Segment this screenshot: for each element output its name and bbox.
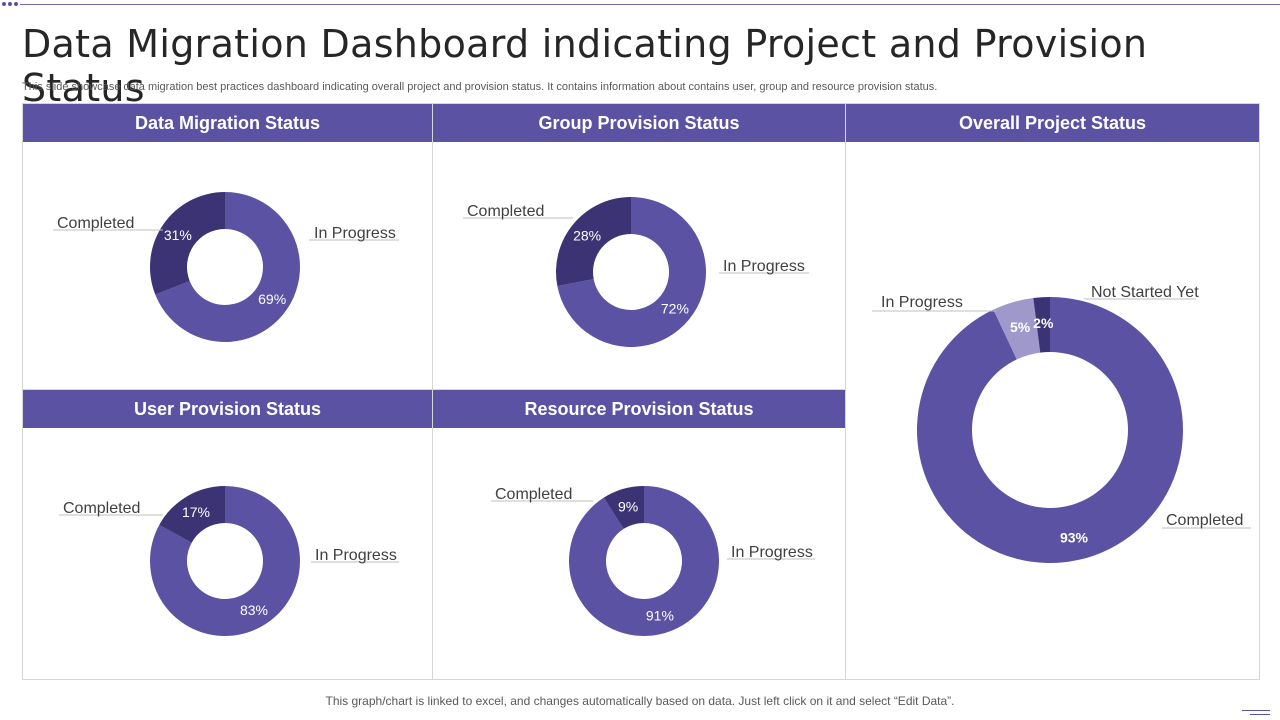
category-label-completed: Completed [63, 500, 140, 517]
footer-note: This graph/chart is linked to excel, and… [325, 694, 955, 708]
donut-slice-completed [603, 486, 644, 529]
data-label-completed: 93% [1060, 529, 1089, 545]
donut-slice-in-progress [557, 197, 706, 347]
data-label-in-progress: 91% [646, 608, 674, 624]
panel-header-data-migration: Data Migration Status [23, 104, 432, 142]
category-label-in-progress: In Progress [315, 547, 397, 564]
panel-resource-provision-status: Resource Provision Status 91% 9% In Progre… [432, 389, 846, 680]
panel-header-user-provision: User Provision Status [23, 390, 432, 428]
category-label-in-progress: In Progress [731, 544, 813, 561]
category-label-in-progress: In Progress [881, 294, 963, 311]
category-label-in-progress: In Progress [314, 225, 396, 242]
data-label-in-progress: 72% [661, 300, 689, 316]
category-label-completed: Completed [1166, 512, 1243, 529]
category-label-in-progress: In Progress [723, 258, 805, 275]
top-rule [20, 4, 1280, 5]
corner-decoration [1242, 708, 1270, 716]
data-label-completed: 31% [164, 227, 192, 243]
panel-header-resource-provision: Resource Provision Status [433, 390, 845, 428]
data-label-completed: 17% [182, 504, 210, 520]
donut-chart-overall-project: 93% 5% 2% Completed In Progress Not Started Y… [872, 284, 1251, 563]
panel-group-provision-status: Group Provision Status 72% 28% In Progress… [432, 103, 846, 390]
panel-overall-project-status: Overall Project Status 93% 5% 2% Completed I… [845, 103, 1260, 680]
donut-slice-completed [917, 297, 1183, 563]
category-label-completed: Completed [495, 486, 572, 503]
donut-slice-in-progress [155, 192, 300, 342]
data-label-in-progress: 5% [1010, 319, 1031, 335]
category-label-completed: Completed [467, 203, 544, 220]
page-subtitle: This slide showcase data migration best … [22, 81, 938, 93]
donut-slice-completed [159, 486, 225, 543]
category-label-not-started-yet: Not Started Yet [1091, 284, 1199, 301]
donut-chart-data-migration: 69% 31% In Progress Completed [53, 192, 399, 342]
panel-header-group-provision: Group Provision Status [433, 104, 845, 142]
panel-data-migration-status: Data Migration Status 69% 31% In Progress C… [22, 103, 433, 390]
donut-chart-resource-provision: 91% 9% In Progress Completed [491, 486, 815, 636]
donut-slice-completed [556, 197, 631, 287]
data-label-in-progress: 69% [258, 291, 286, 307]
data-label-completed: 28% [573, 228, 601, 244]
page-title: Data Migration Dashboard indicating Proj… [22, 22, 1148, 110]
data-label-not-started-yet: 2% [1033, 315, 1054, 331]
donut-chart-user-provision: 83% 17% In Progress Completed [59, 486, 399, 636]
donut-slice-in-progress [150, 486, 300, 636]
data-label-completed: 9% [618, 498, 638, 514]
donut-chart-group-provision: 72% 28% In Progress Completed [463, 197, 809, 347]
donut-slice-completed [150, 192, 225, 295]
donut-slice-in-progress [993, 298, 1041, 360]
panel-user-provision-status: User Provision Status 83% 17% In Progress C… [22, 389, 433, 680]
donut-slice-in-progress [569, 486, 719, 636]
panel-header-overall-project: Overall Project Status [846, 104, 1259, 142]
slide-dots-decoration [2, 1, 20, 7]
category-label-completed: Completed [57, 215, 134, 232]
data-label-in-progress: 83% [240, 602, 268, 618]
donut-slice-not-started-yet [1033, 297, 1050, 353]
